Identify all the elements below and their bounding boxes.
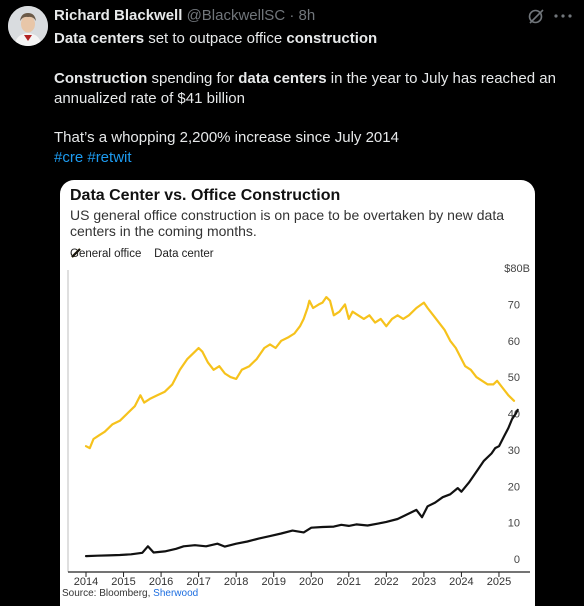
chart-subtitle: US general office construction is on pac… [70, 207, 505, 239]
tweet-header: Richard Blackwell @BlackwellSC · 8h [54, 7, 315, 25]
hashtags[interactable]: #cre #retwit [54, 149, 132, 166]
y-unit-label: $80B [504, 263, 530, 275]
series-line-data-center [84, 408, 519, 558]
series-line-general-office [84, 296, 516, 450]
y-tick-label: 30 [508, 445, 520, 457]
chart-title: Data Center vs. Office Construction [70, 187, 341, 204]
x-tick-label: 2015 [111, 576, 135, 588]
grok-icon[interactable] [527, 7, 545, 25]
x-tick-label: 2019 [261, 576, 285, 588]
tweet-line-4: That’s a whopping 2,200% increase since … [54, 129, 399, 146]
more-icon[interactable] [552, 8, 574, 24]
x-tick-label: 2016 [149, 576, 173, 588]
timestamp[interactable]: 8h [298, 7, 316, 24]
x-tick-label: 2021 [337, 576, 361, 588]
y-tick-label: 0 [514, 554, 520, 566]
x-tick-label: 2014 [74, 576, 98, 588]
x-tick-label: 2025 [487, 576, 511, 588]
x-tick-label: 2017 [186, 576, 210, 588]
legend-item-data-center: Data center [71, 248, 214, 260]
x-tick-label: 2024 [449, 576, 473, 588]
x-tick-label: 2022 [374, 576, 398, 588]
separator: · [285, 7, 299, 24]
author-handle[interactable]: @BlackwellSC [186, 7, 286, 24]
chart-legend: General office Data center [70, 248, 214, 260]
source-link[interactable]: Sherwood [153, 588, 199, 599]
y-tick-label: 10 [508, 518, 520, 530]
tweet-line-1: Data centers set to outpace office const… [54, 30, 378, 47]
y-tick-label: 20 [508, 481, 520, 493]
x-tick-label: 2018 [224, 576, 248, 588]
author-name[interactable]: Richard Blackwell [54, 7, 183, 24]
chart-card[interactable]: Data Center vs. Office Construction US g… [60, 180, 535, 606]
x-tick-label: 2023 [412, 576, 436, 588]
avatar[interactable] [8, 6, 48, 46]
tweet-line-3: annualized rate of $41 billion [54, 90, 245, 107]
y-tick-label: 60 [508, 336, 520, 348]
x-tick-label: 2020 [299, 576, 323, 588]
y-tick-label: 50 [508, 372, 520, 384]
tweet-line-2: Construction spending for data centers i… [54, 70, 556, 87]
y-tick-label: 70 [508, 299, 520, 311]
chart-source: Source: Bloomberg, Sherwood [60, 587, 201, 600]
